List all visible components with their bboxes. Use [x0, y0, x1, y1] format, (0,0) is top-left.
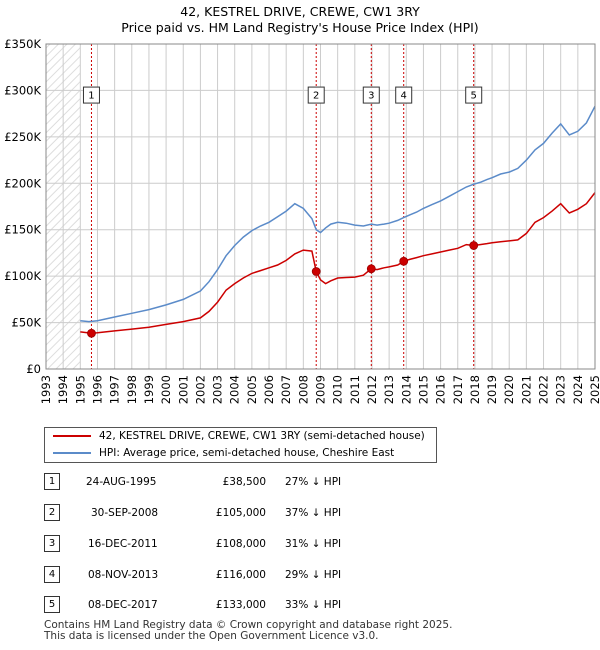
x-tick-label: 2004 — [228, 375, 242, 404]
x-tick-label: 1993 — [39, 375, 53, 404]
x-tick-label: 2019 — [485, 375, 499, 404]
x-tick-label: 2021 — [519, 375, 533, 404]
x-tick-label: 1995 — [73, 375, 87, 404]
x-tick-label: 2003 — [211, 375, 225, 404]
sale-marker-box — [307, 86, 325, 104]
legend-swatch-blue — [53, 452, 91, 454]
x-tick-label: 2017 — [451, 375, 465, 404]
x-tick-label: 2007 — [279, 375, 293, 404]
hpi-line — [80, 105, 595, 323]
x-tick-label: 2002 — [193, 375, 207, 404]
x-tick-label: 2022 — [537, 375, 551, 404]
y-tick-label: £350K — [4, 37, 41, 51]
sale-marker-label: 5 — [471, 91, 477, 102]
sale-marker-box — [395, 86, 413, 104]
x-tick-label: 2010 — [331, 375, 345, 404]
sale-marker-box — [465, 86, 483, 104]
sale-price: £116,000 — [215, 569, 266, 581]
sale-point — [366, 264, 376, 274]
sale-price: £38,500 — [222, 476, 266, 488]
sale-point — [399, 256, 409, 266]
legend-label-hpi: HPI: Average price, semi-detached house,… — [99, 447, 395, 459]
x-tick-label: 1998 — [125, 375, 139, 404]
x-tick-label: 2020 — [502, 375, 516, 404]
x-tick-label: 2018 — [468, 375, 482, 404]
y-tick-label: £200K — [4, 176, 41, 190]
plot-frame — [45, 43, 596, 370]
y-tick-label: £50K — [12, 316, 42, 330]
price-paid-line — [80, 192, 595, 335]
sale-number-badge: 1 — [44, 473, 60, 490]
sale-date: 24-AUG-1995 — [86, 476, 157, 488]
sale-point — [87, 328, 96, 338]
sale-marker-label: 2 — [313, 91, 319, 102]
sale-date: 08-DEC-2017 — [88, 599, 158, 611]
sale-number-badge: 3 — [44, 535, 60, 552]
x-tick-label: 2006 — [262, 375, 276, 404]
sale-number-badge: 2 — [44, 504, 60, 521]
sale-hpi-diff: 37% ↓ HPI — [285, 507, 342, 519]
sale-date: 08-NOV-2013 — [88, 569, 159, 581]
x-tick-label: 2023 — [554, 375, 568, 404]
x-tick-label: 2008 — [296, 375, 310, 404]
sale-marker-box — [82, 86, 100, 104]
footer-licence: This data is licensed under the Open Gov… — [44, 630, 379, 642]
sale-marker-label: 4 — [401, 91, 407, 102]
x-tick-label: 1994 — [56, 375, 70, 404]
sale-price: £133,000 — [215, 599, 266, 611]
sale-date: 16-DEC-2011 — [88, 538, 158, 550]
x-tick-label: 1999 — [142, 375, 156, 404]
sale-hpi-diff: 29% ↓ HPI — [285, 569, 342, 581]
x-tick-label: 1996 — [90, 375, 104, 404]
x-tick-label: 2016 — [434, 375, 448, 404]
x-tick-label: 2011 — [348, 375, 362, 404]
x-tick-label: 2015 — [416, 375, 430, 404]
sale-hpi-diff: 27% ↓ HPI — [285, 476, 342, 488]
x-tick-label: 2009 — [314, 375, 328, 404]
legend-label-price-paid: 42, KESTREL DRIVE, CREWE, CW1 3RY (semi-… — [99, 430, 425, 442]
x-tick-label: 1997 — [108, 375, 122, 404]
x-tick-label: 2012 — [365, 375, 379, 404]
y-tick-label: £150K — [4, 223, 41, 237]
x-tick-label: 2024 — [571, 375, 585, 404]
sale-point — [311, 267, 321, 276]
y-tick-label: £100K — [4, 269, 41, 283]
sale-date: 30-SEP-2008 — [91, 507, 159, 519]
chart-legend: 42, KESTREL DRIVE, CREWE, CW1 3RY (semi-… — [44, 427, 437, 463]
chart-plot: 1 2 3 4 5 £0 £50K £100K £150K £200K £250K £300K £350… — [4, 37, 600, 404]
sale-marker-label: 3 — [368, 91, 374, 102]
sale-number-badge: 4 — [44, 566, 60, 583]
sale-hpi-diff: 33% ↓ HPI — [285, 599, 342, 611]
footer: Contains HM Land Registry data © Crown c… — [44, 620, 452, 642]
sale-marker-label: 1 — [88, 91, 94, 102]
sale-hpi-diff: 31% ↓ HPI — [285, 538, 342, 550]
y-tick-label: £250K — [4, 130, 41, 144]
chart-subtitle: Price paid vs. HM Land Registry's House … — [121, 20, 479, 35]
x-tick-label: 2000 — [159, 375, 173, 404]
sale-price: £108,000 — [215, 538, 266, 550]
sale-marker-box — [362, 86, 380, 104]
legend-swatch-red — [53, 435, 91, 437]
chart-title: 42, KESTREL DRIVE, CREWE, CW1 3RY — [180, 4, 420, 19]
sale-point — [469, 241, 479, 250]
x-tick-label: 2005 — [245, 375, 259, 404]
y-tick-label: £300K — [4, 83, 41, 97]
x-tick-label: 2001 — [176, 375, 190, 404]
sale-price: £105,000 — [215, 507, 266, 519]
x-tick-label: 2014 — [399, 375, 413, 404]
footer-copyright: Contains HM Land Registry data © Crown c… — [44, 619, 453, 631]
y-tick-label: £0 — [26, 362, 41, 376]
x-tick-label: 2025 — [588, 375, 600, 404]
sale-number-badge: 5 — [44, 596, 60, 613]
x-tick-label: 2013 — [382, 375, 396, 404]
